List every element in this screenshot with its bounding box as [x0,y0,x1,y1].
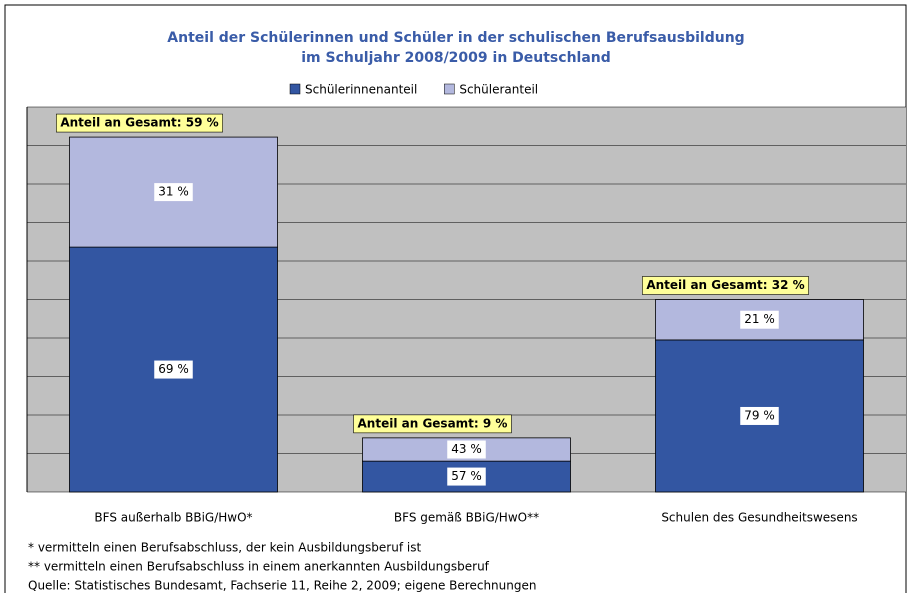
x-tick-label: BFS außerhalb BBiG/HwO* [94,511,252,525]
total-label-box [56,113,223,133]
chart-title: Anteil der Schülerinnen und Schüler in d… [167,30,744,46]
value-label-box [740,406,779,425]
legend-swatch [289,83,301,95]
total-label-box [642,276,809,295]
value-label-box [447,467,486,486]
value-label-box [154,183,193,202]
total-label: Anteil an Gesamt: 32 % [646,278,804,292]
source: Quelle: Statistisches Bundesamt, Fachser… [28,579,536,593]
total-label: Anteil an Gesamt: 59 % [60,116,218,130]
total-label: Anteil an Gesamt: 9 % [358,416,508,430]
value-label: 79 % [744,408,775,422]
footnote: ** vermitteln einen Berufsabschluss in e… [28,560,490,574]
value-label: 21 % [744,312,775,326]
legend-label: Schüleranteil [459,83,538,97]
value-label: 43 % [451,442,482,456]
total-label-box [353,414,512,434]
value-label: 57 % [451,469,482,483]
footnote: * vermitteln einen Berufsabschluss, der … [28,541,421,555]
legend-swatch [444,83,455,95]
chart-subtitle: im Schuljahr 2008/2009 in Deutschland [301,50,611,66]
x-tick-label: BFS gemäß BBiG/HwO** [394,511,539,525]
legend-label: Schülerinnenanteil [305,83,417,97]
x-tick-label: Schulen des Gesundheitswesens [661,511,857,525]
value-label-box [154,360,193,379]
value-label: 69 % [158,362,189,376]
value-label-box [447,440,486,459]
value-label-box [740,310,779,329]
value-label: 31 % [158,185,189,199]
